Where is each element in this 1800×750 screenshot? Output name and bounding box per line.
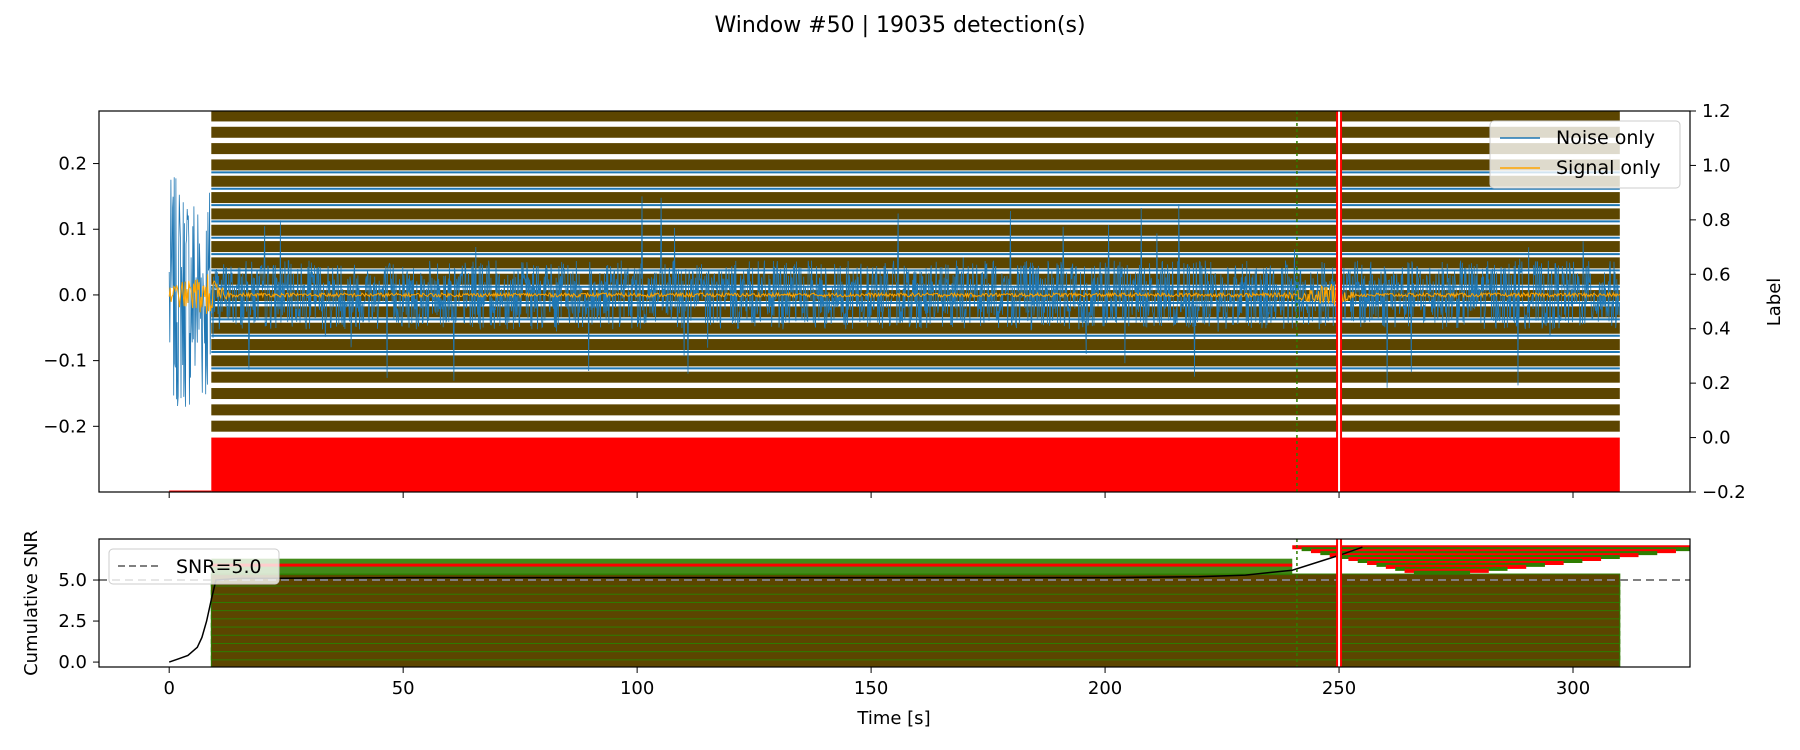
snr-axis-title: Cumulative SNR	[21, 530, 42, 676]
detection-band-3	[211, 159, 1620, 171]
time-tick-label: 200	[1088, 678, 1122, 699]
detection-band-13	[211, 322, 1620, 334]
y2-tick-label: 0.2	[1702, 373, 1731, 394]
y2-tick-label: 0.0	[1702, 428, 1731, 449]
detection-band-19	[211, 420, 1620, 432]
snr-y-tick-label: 5.0	[58, 570, 87, 591]
detection-band-5	[211, 192, 1620, 204]
detection-band-1	[211, 126, 1620, 138]
y2-tick-label: 0.8	[1702, 210, 1731, 231]
detection-band-18	[211, 404, 1620, 416]
legend-threshold-label: SNR=5.0	[176, 556, 262, 578]
legend-noise-label: Noise only	[1556, 127, 1655, 149]
legend-signal-label: Signal only	[1556, 157, 1661, 179]
detection-band-4	[211, 175, 1620, 187]
detection-band-15	[211, 355, 1620, 367]
noise-waveform	[168, 177, 1620, 407]
snr-axes-frame	[98, 538, 1691, 668]
y2-tick-label: 0.4	[1702, 319, 1731, 340]
detection-band-14	[211, 339, 1620, 351]
time-tick-label: 300	[1556, 678, 1590, 699]
snr-legend: SNR=5.0	[108, 548, 280, 585]
time-tick-label: 0	[163, 678, 174, 699]
detection-band-7	[211, 224, 1620, 236]
detection-band-2	[211, 143, 1620, 155]
y-tick-label: 0.0	[58, 285, 87, 306]
snr-curve	[168, 546, 1363, 663]
detection-band-0	[211, 111, 1620, 122]
label-axis-title: Label	[1764, 278, 1785, 327]
y-tick-label: 0.2	[58, 154, 87, 175]
detection-band-16	[211, 371, 1620, 383]
detection-band-8	[211, 241, 1620, 253]
y2-tick-label: 1.0	[1702, 155, 1731, 176]
time-tick-label: 150	[854, 678, 888, 699]
snr-panel: 0.0 2.5 5.0 0 50 100 150 200 250 300 Cumulative S…	[21, 530, 1691, 729]
snr-legend-box	[108, 548, 280, 585]
figure-title: Window #50 | 19035 detection(s)	[714, 13, 1085, 38]
snr-y-tick-label: 2.5	[58, 611, 87, 632]
snr-y-tick-label: 0.0	[58, 652, 87, 673]
waveform-axes-frame	[98, 110, 1691, 493]
signal-waveform	[168, 274, 1621, 314]
y-tick-label: −0.1	[43, 351, 87, 372]
waveform-panel: −0.2 −0.1 0.0 0.1 0.2 −0.2 0.0 0.2 0.4 0.6 0.8 1.0 1…	[43, 101, 1785, 503]
snr-red-band	[211, 563, 1293, 567]
snr-green-band	[211, 558, 1293, 576]
detection-band-17	[211, 388, 1620, 400]
detection-band-12	[211, 306, 1620, 318]
y-tick-label: −0.2	[43, 416, 87, 437]
label-trace-fill	[211, 437, 1620, 492]
y2-tick-label: −0.2	[1702, 482, 1746, 503]
y-tick-label: 0.1	[58, 219, 87, 240]
time-tick-label: 100	[620, 678, 654, 699]
y2-tick-label: 0.6	[1702, 264, 1731, 285]
time-tick-label: 250	[1322, 678, 1356, 699]
detection-band-6	[211, 208, 1620, 220]
y2-tick-label: 1.2	[1702, 101, 1731, 122]
waveform-legend: Noise only Signal only	[1489, 120, 1681, 189]
time-axis-title: Time [s]	[856, 708, 930, 729]
detection-band-9	[211, 257, 1620, 269]
snr-detection-band-10	[210, 573, 1621, 587]
time-tick-label: 50	[392, 678, 415, 699]
